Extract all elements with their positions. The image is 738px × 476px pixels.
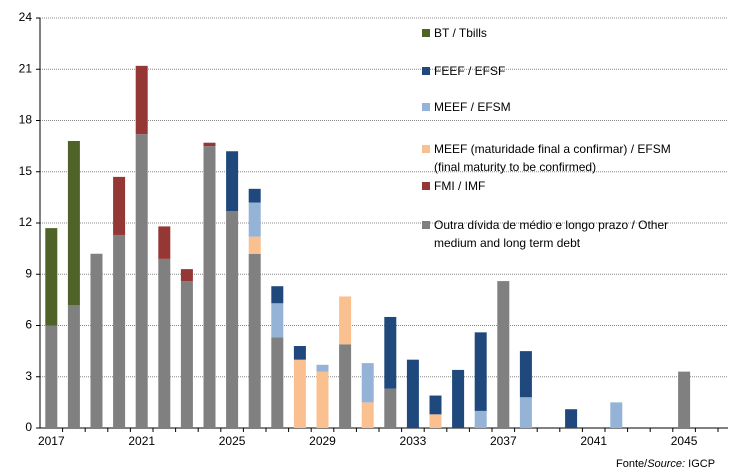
y-tick-label: 18 bbox=[19, 113, 33, 127]
bar-segment bbox=[474, 332, 487, 411]
bar-segment bbox=[248, 236, 261, 254]
bar-segment bbox=[203, 146, 216, 428]
bar-segment bbox=[610, 402, 623, 428]
legend-swatch bbox=[422, 221, 430, 229]
legend-entry: BT / Tbills bbox=[422, 24, 712, 42]
bar-segment bbox=[429, 395, 442, 415]
bar-segment bbox=[271, 286, 284, 304]
legend-label: FMI / IMF bbox=[434, 179, 486, 193]
legend-entry: MEEF (maturidade final a confirmar) / EF… bbox=[422, 140, 712, 176]
x-tick-label: 2033 bbox=[400, 434, 427, 448]
bar-segment bbox=[316, 364, 329, 372]
bar-segment bbox=[339, 344, 352, 428]
y-tick-label: 12 bbox=[19, 215, 33, 229]
bar-segment bbox=[135, 65, 148, 135]
bar-segment bbox=[180, 281, 193, 428]
bar-segment bbox=[67, 141, 80, 305]
bar-segment bbox=[565, 409, 578, 428]
legend-label: Outra dívida de médio e longo prazo / Ot… bbox=[434, 218, 669, 250]
legend-swatch bbox=[422, 182, 430, 190]
x-tick-label: 2037 bbox=[490, 434, 517, 448]
bar-segment bbox=[339, 296, 352, 345]
bar-segment bbox=[271, 337, 284, 428]
bar-segment bbox=[180, 269, 193, 282]
bar-segment bbox=[361, 402, 374, 428]
bar-segment bbox=[361, 363, 374, 403]
legend-label: BT / Tbills bbox=[434, 26, 487, 40]
bar-segment bbox=[406, 359, 419, 428]
y-tick-label: 9 bbox=[25, 266, 32, 280]
legend-entry: FMI / IMF bbox=[422, 177, 712, 195]
bar-segment bbox=[135, 134, 148, 428]
source: Fonte/Source: IGCP bbox=[616, 458, 715, 470]
x-tick-label: 2029 bbox=[309, 434, 336, 448]
bar-segment bbox=[497, 281, 510, 428]
legend-label: FEEF / EFSF bbox=[434, 64, 506, 78]
legend-entry: MEEF / EFSM bbox=[422, 98, 712, 116]
y-tick-label: 0 bbox=[25, 420, 32, 434]
bar-segment bbox=[113, 176, 126, 235]
x-tick-label: 2045 bbox=[671, 434, 698, 448]
bar-segment bbox=[293, 359, 306, 428]
legend-entry: FEEF / EFSF bbox=[422, 62, 712, 80]
y-tick-label: 6 bbox=[25, 318, 32, 332]
legend-label: MEEF / EFSM bbox=[434, 100, 511, 114]
bar-segment bbox=[90, 253, 103, 428]
legend-label: MEEF (maturidade final a confirmar) / EF… bbox=[434, 142, 671, 174]
bar-segment bbox=[429, 414, 442, 428]
bar-segment bbox=[158, 226, 171, 259]
bar-segment bbox=[293, 346, 306, 360]
source-prefix: Fonte/ bbox=[616, 458, 648, 470]
bar-segment bbox=[67, 305, 80, 428]
bar-segment bbox=[452, 369, 465, 428]
bar-segment bbox=[113, 234, 126, 428]
bar-segment bbox=[203, 142, 216, 147]
bar-segment bbox=[384, 316, 397, 389]
bar-segment bbox=[519, 351, 532, 398]
bar-segment bbox=[158, 258, 171, 428]
bar-segment bbox=[45, 228, 58, 326]
bar-segment bbox=[519, 397, 532, 428]
legend-swatch bbox=[422, 145, 430, 153]
legend-swatch bbox=[422, 29, 430, 37]
source-italic: Source: bbox=[647, 458, 686, 470]
y-tick-label: 3 bbox=[25, 369, 32, 383]
bar-segment bbox=[271, 303, 284, 338]
y-tick-label: 24 bbox=[19, 10, 33, 24]
legend-swatch bbox=[422, 103, 430, 111]
source-name: IGCP bbox=[685, 458, 716, 470]
bar-segment bbox=[474, 410, 487, 428]
legend-swatch bbox=[422, 67, 430, 75]
bar-segment bbox=[226, 211, 239, 428]
bar-segment bbox=[226, 151, 239, 212]
y-tick-label: 15 bbox=[19, 164, 33, 178]
bar-segment bbox=[678, 371, 691, 428]
x-tick-label: 2041 bbox=[580, 434, 607, 448]
legend-entry: Outra dívida de médio e longo prazo / Ot… bbox=[422, 216, 712, 252]
bar-segment bbox=[248, 253, 261, 428]
bar-segment bbox=[384, 388, 397, 428]
x-tick-label: 2025 bbox=[219, 434, 246, 448]
bar-segment bbox=[45, 325, 58, 428]
bar-segment bbox=[316, 371, 329, 428]
x-tick-label: 2021 bbox=[128, 434, 155, 448]
x-tick-label: 2017 bbox=[38, 434, 65, 448]
bar-segment bbox=[248, 188, 261, 203]
bar-segment bbox=[248, 202, 261, 237]
y-tick-label: 21 bbox=[19, 61, 33, 75]
